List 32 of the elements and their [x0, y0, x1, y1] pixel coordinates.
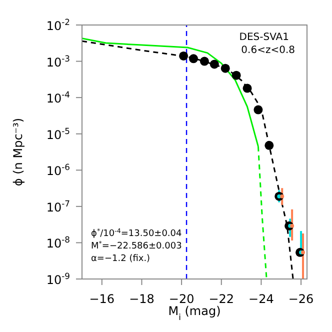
annotation: M$^{*}$=−22.586±0.003 [91, 240, 182, 252]
x-tick-label: −18 [129, 292, 154, 306]
annotation: ϕ$^{*}$/10$^{-4}$=13.50±0.04 [91, 227, 182, 239]
y-tick-label: 10$^{-9}$ [46, 271, 70, 287]
annotation: DES-SVA1 [239, 32, 289, 44]
x-tick-label: −16 [89, 292, 115, 306]
point [200, 56, 209, 66]
point [254, 105, 263, 114]
point [220, 64, 230, 73]
y-tick-label: 10$^{-5}$ [46, 126, 70, 142]
y-tick-label: 10$^{-4}$ [46, 90, 70, 106]
x-tick-label: −26 [288, 292, 314, 306]
point [179, 51, 188, 60]
y-tick-label: 10$^{-7}$ [46, 198, 70, 214]
point [189, 54, 198, 64]
y-tick-label: 10$^{-6}$ [46, 162, 70, 178]
y-axis-title: ϕ (n Mpc⁻³) [11, 118, 25, 186]
point [232, 70, 241, 80]
line-series [82, 40, 294, 279]
point [242, 84, 252, 93]
point [264, 140, 274, 150]
point [210, 60, 219, 69]
y-tick-label: 10$^{-8}$ [46, 234, 70, 251]
annotation: α=−1.2 (fix.) [91, 254, 150, 264]
y-tick-label: 10$^{-3}$ [46, 53, 70, 70]
x-axis-title: M$_{i}$ (mag) [168, 304, 221, 322]
x-tick-label: −24 [248, 292, 274, 306]
y-tick-label: 10$^{-2}$ [46, 17, 70, 33]
point [280, 194, 284, 198]
x-tick-label: −20 [168, 292, 194, 306]
annotation: 0.6<z<0.8 [241, 44, 295, 56]
x-tick-label: −22 [208, 292, 234, 306]
